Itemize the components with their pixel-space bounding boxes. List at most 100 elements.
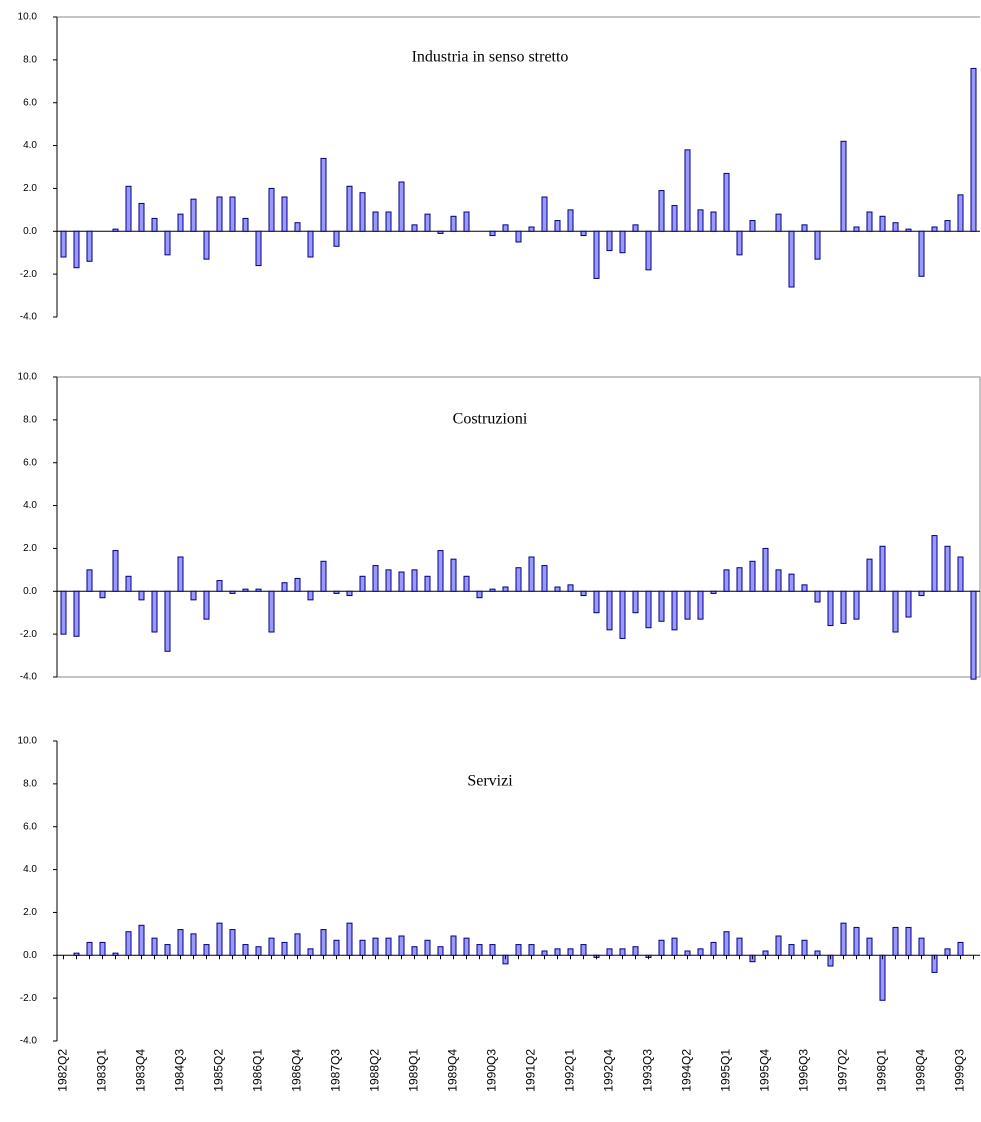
bar (333, 230, 340, 247)
bar (190, 198, 197, 232)
bar (177, 929, 184, 956)
bar (125, 931, 132, 956)
bar (541, 196, 548, 232)
bar (229, 929, 236, 956)
bar (489, 230, 496, 237)
bar (320, 157, 327, 232)
x-tick-label: 1986Q1 (251, 1049, 265, 1092)
bar (684, 590, 691, 620)
bar (892, 590, 899, 633)
bar (203, 590, 210, 620)
bar (190, 590, 197, 601)
bar (879, 545, 886, 592)
bar (73, 590, 80, 637)
bar (736, 567, 743, 592)
bar (814, 950, 821, 956)
bar (944, 220, 951, 232)
bar (307, 948, 314, 956)
bar (502, 224, 509, 232)
bar (372, 937, 379, 956)
bar (840, 140, 847, 232)
x-tick-label: 1995Q4 (758, 1049, 772, 1092)
bar (580, 230, 587, 237)
bar (970, 590, 977, 680)
bar (840, 590, 847, 624)
bar (463, 575, 470, 592)
bar (567, 948, 574, 956)
chart-title: Servizi (467, 773, 513, 790)
bar (515, 230, 522, 243)
bar (359, 939, 366, 956)
bar (320, 929, 327, 956)
bar (515, 567, 522, 592)
bar (931, 226, 938, 232)
bar (853, 226, 860, 232)
bar (437, 550, 444, 592)
bar (177, 213, 184, 232)
bar (346, 922, 353, 956)
bar (957, 941, 964, 956)
bar (697, 590, 704, 620)
bar (307, 230, 314, 258)
bar (437, 946, 444, 956)
y-tick-label: 8.0 (23, 414, 37, 425)
x-tick-label: 1985Q2 (212, 1049, 226, 1092)
bar (476, 944, 483, 956)
bar (398, 935, 405, 956)
x-tick-label: 1987Q3 (329, 1049, 343, 1092)
bar (814, 230, 821, 260)
bar (593, 590, 600, 614)
x-tick-label: 1994Q2 (680, 1049, 694, 1092)
x-tick-label: 1982Q2 (56, 1049, 70, 1092)
bar (645, 230, 652, 271)
bar (827, 590, 834, 627)
bar (60, 590, 67, 635)
bar (242, 944, 249, 956)
bar (801, 584, 808, 592)
bar (697, 209, 704, 232)
bar (710, 211, 717, 232)
bar (879, 215, 886, 232)
bar (346, 590, 353, 597)
bar (463, 937, 470, 956)
y-tick-label: 2.0 (23, 543, 37, 554)
bar (372, 565, 379, 592)
bar (541, 950, 548, 956)
y-tick-label: 2.0 (23, 183, 37, 194)
bar (866, 558, 873, 592)
bar (905, 590, 912, 618)
bar (333, 590, 340, 594)
bar (216, 580, 223, 592)
bar (606, 230, 613, 252)
bar (736, 937, 743, 956)
bar (281, 941, 288, 956)
bar (99, 941, 106, 956)
bar (86, 569, 93, 592)
bar (424, 213, 431, 232)
bar (424, 575, 431, 592)
y-tick-label: 10.0 (18, 736, 38, 747)
bar (112, 228, 119, 232)
y-tick-label: 0.0 (23, 226, 37, 237)
y-tick-label: 0.0 (23, 950, 37, 961)
bar (411, 946, 418, 956)
x-tick-label: 1998Q4 (914, 1049, 928, 1092)
y-tick-label: 8.0 (23, 54, 37, 65)
bar (723, 172, 730, 232)
bar (164, 944, 171, 956)
bar (255, 946, 262, 956)
bar (86, 941, 93, 956)
bar (814, 590, 821, 603)
x-tick-label: 1992Q4 (602, 1049, 616, 1092)
bar (99, 590, 106, 599)
bar (580, 944, 587, 956)
bar (424, 939, 431, 956)
x-tick-label: 1989Q4 (446, 1049, 460, 1092)
bar (463, 211, 470, 232)
bar (216, 196, 223, 232)
x-tick-label: 1998Q1 (875, 1049, 889, 1092)
bar (268, 937, 275, 956)
bar (554, 220, 561, 232)
